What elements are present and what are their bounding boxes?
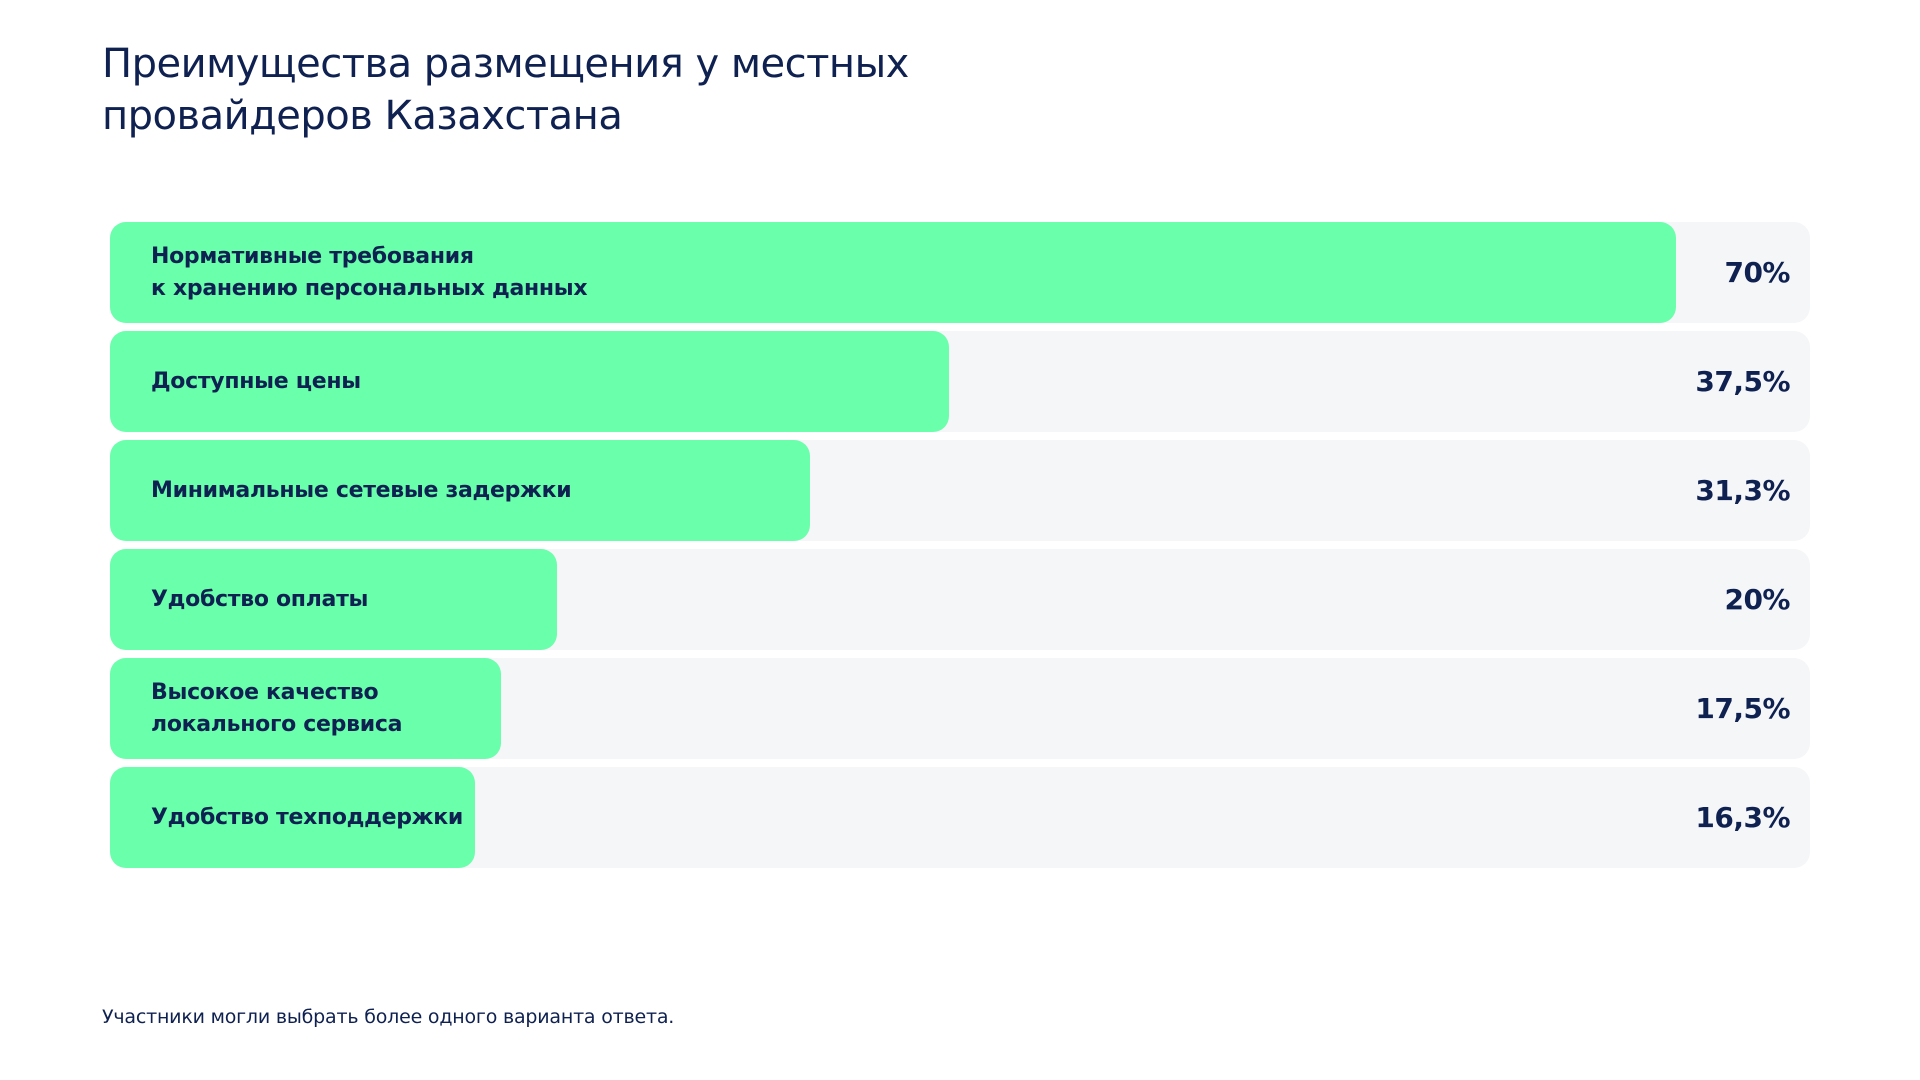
bar-label: Высокое качество локального сервиса xyxy=(151,679,403,737)
bar-value-label: 20% xyxy=(1724,583,1790,616)
bar-value-label: 31,3% xyxy=(1695,474,1790,507)
chart-bar xyxy=(110,549,557,650)
bar-label: Удобство оплаты xyxy=(151,586,369,612)
chart-row: Минимальные сетевые задержки 31,3% xyxy=(110,440,1810,541)
chart-bar xyxy=(110,767,475,868)
chart-bar xyxy=(110,440,810,541)
chart-row: Высокое качество локального сервиса 17,5% xyxy=(110,658,1810,759)
bar-value-label: 17,5% xyxy=(1695,692,1790,725)
bar-value-label: 37,5% xyxy=(1695,365,1790,398)
bar-chart: Нормативные требования к хранению персон… xyxy=(110,222,1810,876)
page-title: Преимущества размещения у местных провай… xyxy=(102,41,909,139)
chart-bar xyxy=(110,222,1676,323)
bar-label: Нормативные требования к хранению персон… xyxy=(151,243,588,301)
bar-value-label: 70% xyxy=(1724,256,1790,289)
chart-bar xyxy=(110,331,949,432)
chart-row: Нормативные требования к хранению персон… xyxy=(110,222,1810,323)
footnote: Участники могли выбрать более одного вар… xyxy=(102,1006,675,1028)
chart-bar xyxy=(110,658,501,759)
bar-label: Доступные цены xyxy=(151,368,361,394)
bar-label: Удобство техподдержки xyxy=(151,804,464,830)
bar-label: Минимальные сетевые задержки xyxy=(151,477,572,503)
chart-row: Удобство оплаты 20% xyxy=(110,549,1810,650)
chart-row: Доступные цены 37,5% xyxy=(110,331,1810,432)
bar-value-label: 16,3% xyxy=(1695,801,1790,834)
chart-row: Удобство техподдержки 16,3% xyxy=(110,767,1810,868)
